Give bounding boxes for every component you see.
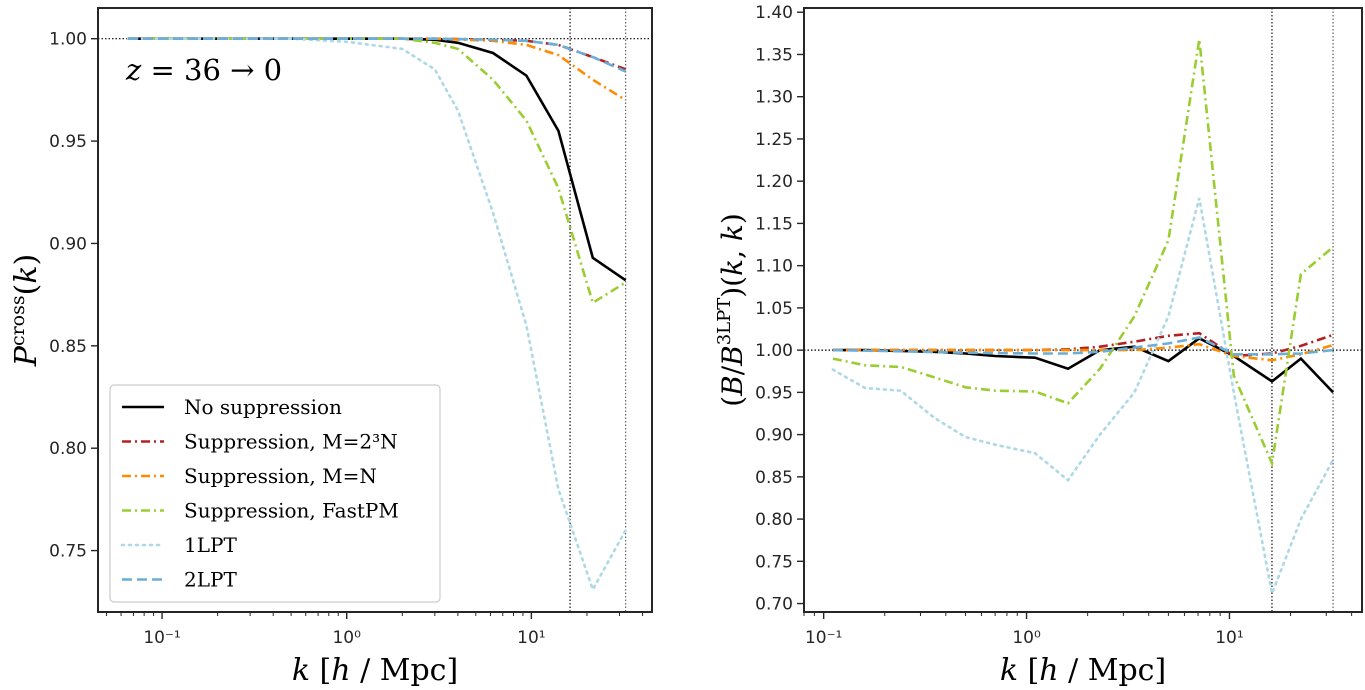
panel1-ytick-label: 1.00 — [755, 341, 793, 361]
panel1-ytick-label: 0.95 — [755, 383, 793, 403]
panel0-legend: No suppression Suppression, M=2³N Suppress… — [109, 384, 441, 603]
panel0-ytick-label: 0.80 — [49, 439, 87, 459]
panel1-ytick-label: 1.30 — [755, 88, 793, 108]
panel0-ytick-label: 0.95 — [49, 132, 87, 152]
panel1-series-2lpt — [832, 336, 1334, 356]
panel0-ylabel: Pcross(k) — [7, 254, 44, 367]
panel1-series-1lpt — [831, 197, 1335, 599]
panel0-legend-label-2lpt: 2LPT — [184, 568, 237, 592]
panel1-ytick-label: 1.05 — [755, 299, 793, 319]
panel0-legend-label-suppression-m-n: Suppression, M=N — [184, 464, 377, 488]
panel0-ytick-label: 0.85 — [49, 337, 87, 357]
panel0-ytick-label: 0.75 — [49, 542, 87, 562]
panel1-ytick-label: 0.80 — [755, 510, 793, 530]
panel0-legend-label-1lpt: 1LPT — [184, 533, 237, 557]
panel1-ytick-label: 1.25 — [755, 130, 793, 150]
panel1-xtick-label: 10¹ — [1215, 628, 1243, 648]
panel1-ytick-label: 1.10 — [755, 257, 793, 277]
left-panel-pcross: 0.75 0.80 0.85 0.90 0.95 1.00 10⁻¹ 10⁰ 10¹ k [h /… — [7, 7, 653, 688]
panel0-axes-frame — [97, 7, 653, 613]
panel1-ytick-label: 1.35 — [755, 45, 793, 65]
panel1-series-no-suppression — [832, 336, 1335, 394]
panel0-ytick-label: 1.00 — [49, 30, 87, 50]
panel1-ytick-label: 1.15 — [755, 214, 793, 234]
panel1-ytick-label: 0.90 — [755, 426, 793, 446]
panel1-xlabel: k [h / Mpc] — [1000, 653, 1166, 688]
panel0-legend-label-suppression-m-2-n: Suppression, M=2³N — [184, 430, 398, 454]
panel0-ytick-label: 0.90 — [49, 234, 87, 254]
panel1-ytick-label: 0.70 — [755, 595, 793, 615]
panel0-annotation: z = 36 → 0 — [125, 53, 282, 87]
panel0-legend-label-no-suppression: No suppression — [184, 395, 342, 419]
panel1-xtick-label: 10⁻¹ — [805, 628, 842, 648]
panel1-ytick-label: 0.85 — [755, 468, 793, 488]
panel1-ytick-label: 0.75 — [755, 552, 793, 572]
panel0-xlabel: k [h / Mpc] — [292, 653, 458, 688]
panel1-series-suppression-fastpm — [832, 39, 1334, 468]
panel1-series-suppression-m-n — [832, 342, 1334, 362]
right-panel-bispectrum-ratio: 0.70 0.75 0.80 0.85 0.90 0.95 1.00 1.05 1.10 1.15… — [714, 3, 1363, 688]
panel1-xtick-label: 10⁰ — [1012, 628, 1041, 648]
panel0-series-2lpt — [128, 37, 627, 73]
panel1-ytick-label: 1.40 — [755, 3, 793, 23]
panel0-xtick-label: 10¹ — [517, 628, 545, 648]
panel0-xtick-label: 10⁻¹ — [143, 628, 180, 648]
panel1-ytick-label: 1.20 — [755, 172, 793, 192]
panel0-legend-label-suppression-fastpm: Suppression, FastPM — [184, 499, 399, 523]
panel1-ylabel: (B/B3LPT)(k, k) — [714, 213, 749, 407]
panel0-series-group — [126, 37, 628, 593]
panel0-legend-box — [109, 384, 441, 603]
panel1-axes-frame — [803, 7, 1363, 613]
panel1-series-group — [831, 39, 1335, 599]
panel0-xtick-label: 10⁰ — [332, 628, 361, 648]
